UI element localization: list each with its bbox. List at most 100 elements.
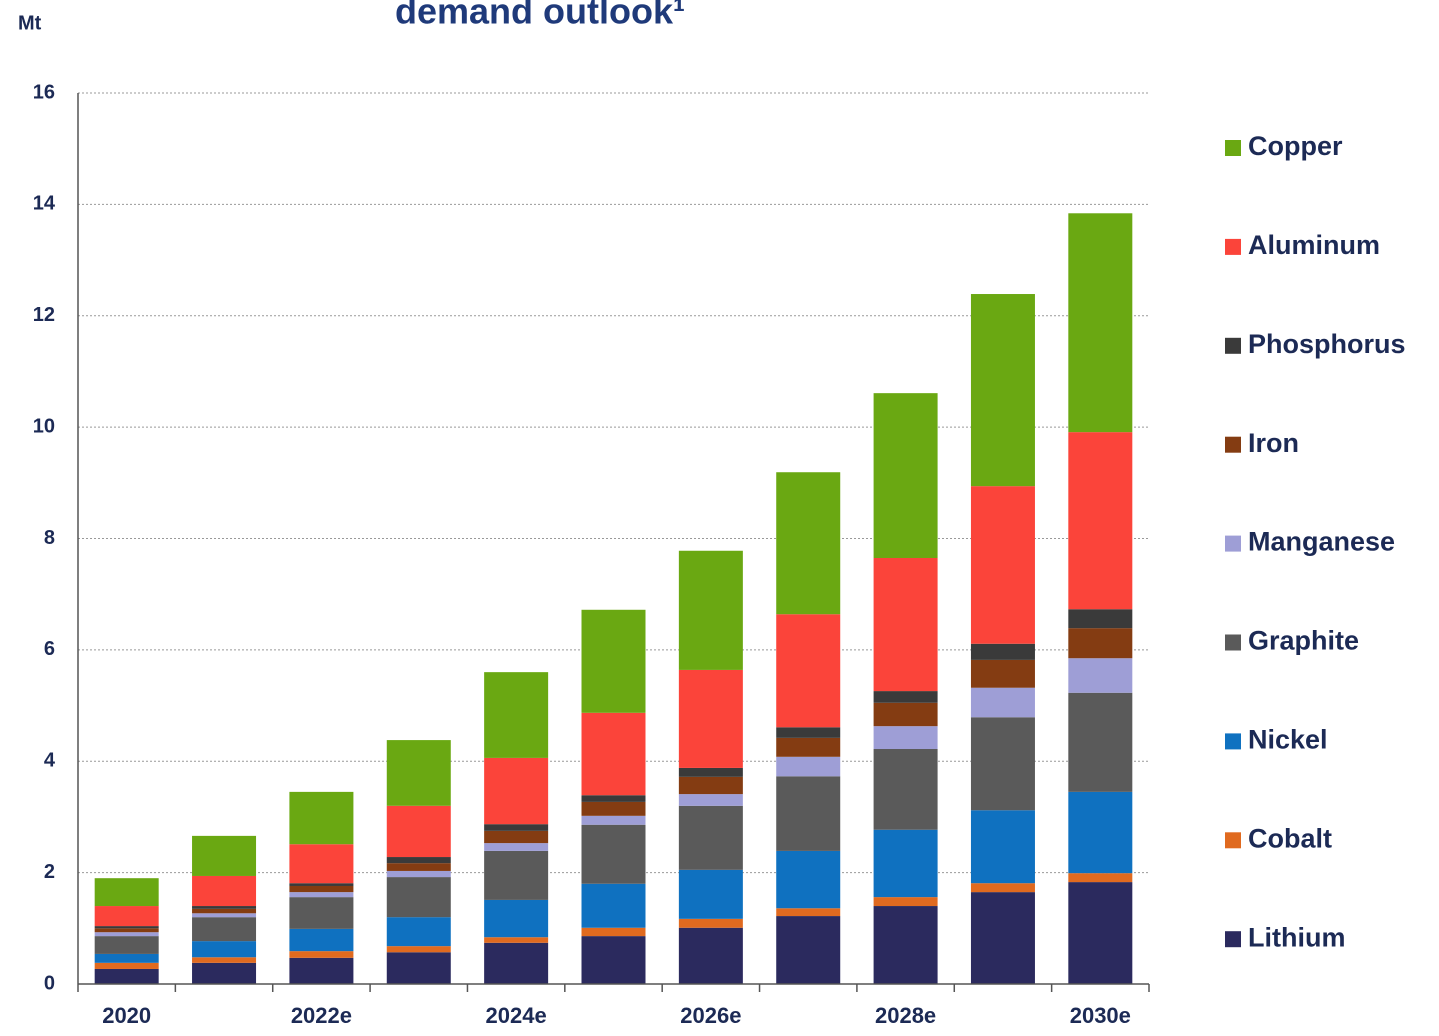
bar-segment: [873, 906, 938, 984]
x-tick-label: 2024e: [486, 1003, 547, 1028]
bar-segment: [970, 687, 1035, 718]
bar-segment: [289, 883, 354, 886]
bar-segment: [289, 791, 354, 845]
bar-segment: [678, 805, 743, 870]
y-axis-label: Mt: [18, 12, 42, 34]
bar-segment: [970, 892, 1035, 984]
bar-segment: [192, 906, 257, 909]
bar-segment: [94, 878, 159, 907]
y-tick-label: 4: [44, 750, 56, 772]
legend-label: Iron: [1248, 428, 1299, 458]
bar-segment: [970, 294, 1035, 487]
bar-segment: [678, 869, 743, 919]
bar-segment: [1068, 882, 1133, 984]
bar-segment: [678, 918, 743, 928]
chart-title: demand outlook¹: [395, 0, 685, 32]
bar-segment: [1068, 609, 1133, 629]
bar-segment: [289, 957, 354, 984]
bar-segment: [776, 908, 841, 917]
bar-segment: [776, 472, 841, 615]
bar-segment: [192, 941, 257, 958]
legend-swatch: [1225, 436, 1241, 453]
bar-segment: [484, 757, 549, 825]
legend-swatch: [1225, 931, 1241, 948]
bar-segment: [1068, 791, 1133, 874]
bar-segment: [581, 815, 646, 825]
bar-segment: [873, 702, 938, 727]
bar-segment: [873, 748, 938, 830]
bar-segment: [94, 928, 159, 933]
bar-segment: [776, 850, 841, 909]
y-tick-label: 6: [44, 638, 55, 660]
x-tick-label: 2026e: [680, 1003, 741, 1028]
bar-segment: [94, 953, 159, 963]
bar-segment: [484, 843, 549, 851]
bar-segment: [484, 942, 549, 984]
bar-segment: [386, 952, 451, 984]
bar-segment: [192, 957, 257, 963]
bar-segment: [581, 927, 646, 937]
y-tick-label: 12: [33, 304, 55, 326]
bar-segment: [192, 908, 257, 914]
y-tick-label: 14: [33, 193, 56, 215]
bar-segment: [94, 936, 159, 954]
bar-segment: [970, 810, 1035, 884]
bar-segment: [484, 824, 549, 831]
bar-segment: [678, 669, 743, 768]
bar-segment: [970, 659, 1035, 688]
y-tick-label: 10: [33, 415, 55, 437]
bar-segment: [289, 897, 354, 929]
bar-segment: [678, 550, 743, 670]
legend-label: Graphite: [1248, 626, 1359, 656]
bar-segment: [192, 835, 257, 876]
bar-segment: [289, 928, 354, 952]
bar-segment: [289, 951, 354, 958]
bar-segment: [581, 795, 646, 802]
x-tick-label: 2030e: [1070, 1003, 1131, 1028]
legend-swatch: [1225, 832, 1241, 849]
bar-segment: [484, 672, 549, 758]
x-tick-label: 2022e: [291, 1003, 352, 1028]
y-tick-label: 2: [44, 861, 55, 883]
bar-segment: [94, 968, 159, 984]
bar-segment: [873, 829, 938, 898]
bar-segment: [289, 844, 354, 884]
bar-segment: [386, 863, 451, 871]
bar-segment: [581, 883, 646, 928]
bar-segment: [678, 767, 743, 777]
bar-segment: [581, 936, 646, 984]
legend-label: Cobalt: [1248, 823, 1332, 853]
y-tick-label: 8: [44, 527, 55, 549]
legend-swatch: [1225, 238, 1241, 255]
bar-segment: [581, 609, 646, 713]
legend-label: Phosphorus: [1248, 329, 1406, 359]
bar-segment: [1068, 432, 1133, 610]
bar-segment: [970, 643, 1035, 660]
bar-segment: [873, 393, 938, 558]
legend-swatch: [1225, 337, 1241, 354]
bar-segment: [94, 926, 159, 929]
bar-segment: [386, 946, 451, 953]
bar-segment: [581, 801, 646, 816]
legend-label: Aluminum: [1248, 230, 1380, 260]
bar-segment: [873, 557, 938, 692]
bar-segment: [1068, 873, 1133, 883]
legend-label: Nickel: [1248, 725, 1328, 755]
bar-segment: [1068, 628, 1133, 659]
bar-segment: [484, 899, 549, 938]
bar-segment: [192, 962, 257, 984]
y-tick-label: 16: [33, 81, 55, 103]
bar-segment: [678, 776, 743, 795]
bar-segment: [386, 877, 451, 918]
bar-segment: [386, 740, 451, 806]
bar-segment: [776, 776, 841, 851]
bar-segment: [386, 917, 451, 947]
bar-segment: [678, 794, 743, 806]
y-tick-label: 0: [44, 972, 55, 994]
bar-segment: [970, 717, 1035, 811]
bar-segment: [484, 850, 549, 900]
bar-segment: [776, 614, 841, 728]
legend-swatch: [1225, 733, 1241, 750]
bar-segment: [192, 917, 257, 942]
